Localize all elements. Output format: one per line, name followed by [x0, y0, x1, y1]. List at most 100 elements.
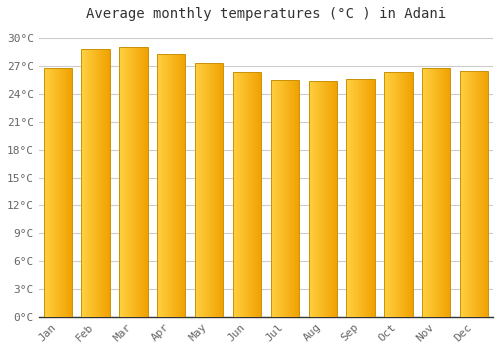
Bar — [253, 72, 254, 317]
Bar — [195, 63, 224, 317]
Bar — [142, 47, 143, 317]
Bar — [405, 72, 406, 317]
Bar — [385, 72, 386, 317]
Bar — [477, 71, 478, 317]
Bar — [447, 68, 448, 317]
Bar — [404, 72, 405, 317]
Bar — [350, 79, 351, 317]
Bar — [87, 49, 88, 317]
Bar — [430, 68, 431, 317]
Bar — [94, 49, 95, 317]
Bar — [130, 47, 131, 317]
Bar — [85, 49, 86, 317]
Bar — [211, 63, 212, 317]
Bar — [82, 49, 83, 317]
Bar — [386, 72, 387, 317]
Bar — [125, 47, 126, 317]
Bar — [282, 80, 283, 317]
Bar — [99, 49, 100, 317]
Bar — [240, 72, 241, 317]
Bar — [236, 72, 237, 317]
Bar — [134, 47, 135, 317]
Bar — [61, 68, 62, 317]
Bar — [408, 72, 409, 317]
Title: Average monthly temperatures (°C ) in Adani: Average monthly temperatures (°C ) in Ad… — [86, 7, 446, 21]
Bar — [173, 54, 174, 317]
Bar — [204, 63, 205, 317]
Bar — [449, 68, 450, 317]
Bar — [218, 63, 219, 317]
Bar — [297, 80, 298, 317]
Bar — [176, 54, 177, 317]
Bar — [233, 72, 261, 317]
Bar — [373, 79, 374, 317]
Bar — [273, 80, 274, 317]
Bar — [54, 68, 55, 317]
Bar — [139, 47, 140, 317]
Bar — [50, 68, 51, 317]
Bar — [333, 81, 334, 317]
Bar — [290, 80, 291, 317]
Bar — [428, 68, 429, 317]
Bar — [276, 80, 277, 317]
Bar — [108, 49, 109, 317]
Bar — [438, 68, 439, 317]
Bar — [147, 47, 148, 317]
Bar — [217, 63, 218, 317]
Bar — [432, 68, 433, 317]
Bar — [233, 72, 234, 317]
Bar — [425, 68, 426, 317]
Bar — [355, 79, 356, 317]
Bar — [251, 72, 252, 317]
Bar — [257, 72, 258, 317]
Bar — [472, 71, 473, 317]
Bar — [469, 71, 470, 317]
Bar — [460, 71, 488, 317]
Bar — [121, 47, 122, 317]
Bar — [83, 49, 84, 317]
Bar — [460, 71, 461, 317]
Bar — [371, 79, 372, 317]
Bar — [284, 80, 285, 317]
Bar — [195, 63, 196, 317]
Bar — [201, 63, 202, 317]
Bar — [132, 47, 133, 317]
Bar — [310, 81, 311, 317]
Bar — [103, 49, 104, 317]
Bar — [196, 63, 197, 317]
Bar — [315, 81, 316, 317]
Bar — [441, 68, 442, 317]
Bar — [92, 49, 94, 317]
Bar — [88, 49, 89, 317]
Bar — [409, 72, 410, 317]
Bar — [214, 63, 215, 317]
Bar — [332, 81, 333, 317]
Bar — [161, 54, 162, 317]
Bar — [431, 68, 432, 317]
Bar — [436, 68, 437, 317]
Bar — [411, 72, 412, 317]
Bar — [206, 63, 207, 317]
Bar — [330, 81, 331, 317]
Bar — [360, 79, 361, 317]
Bar — [166, 54, 167, 317]
Bar — [372, 79, 373, 317]
Bar — [98, 49, 99, 317]
Bar — [241, 72, 242, 317]
Bar — [362, 79, 363, 317]
Bar — [279, 80, 280, 317]
Bar — [162, 54, 163, 317]
Bar — [400, 72, 402, 317]
Bar — [354, 79, 355, 317]
Bar — [220, 63, 221, 317]
Bar — [82, 49, 110, 317]
Bar — [210, 63, 211, 317]
Bar — [314, 81, 315, 317]
Bar — [286, 80, 287, 317]
Bar — [320, 81, 321, 317]
Bar — [291, 80, 292, 317]
Bar — [335, 81, 336, 317]
Bar — [223, 63, 224, 317]
Bar — [403, 72, 404, 317]
Bar — [89, 49, 90, 317]
